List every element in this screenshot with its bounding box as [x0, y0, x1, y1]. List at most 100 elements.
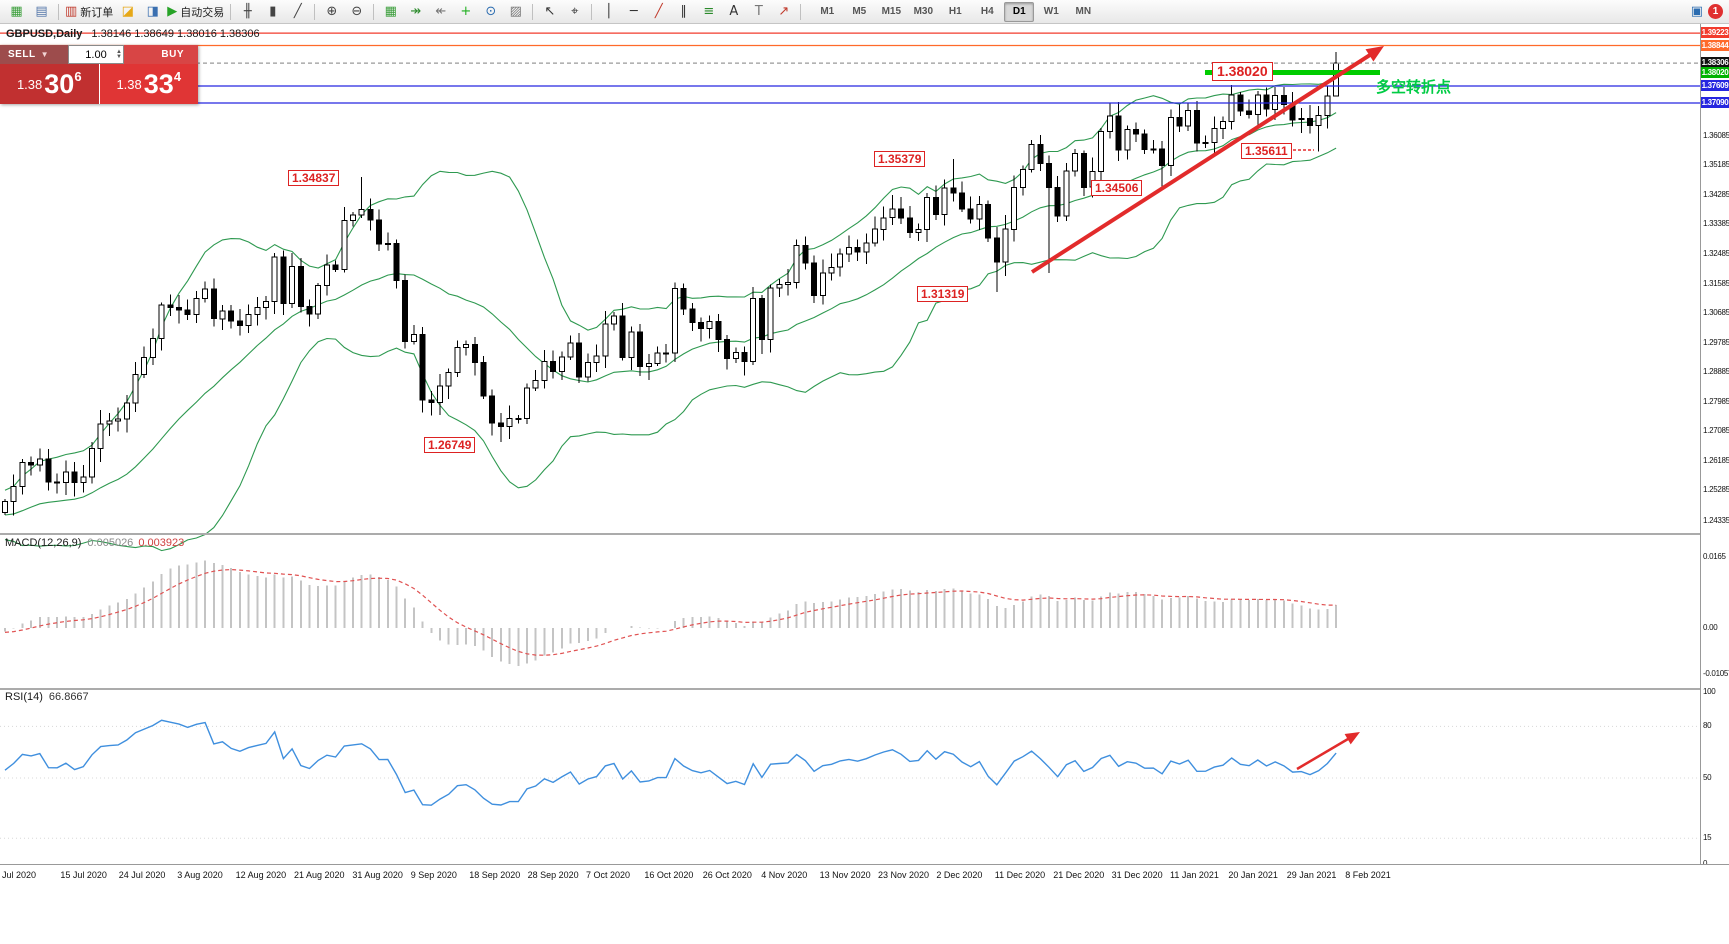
price-scale-label: 1.29785: [1703, 337, 1729, 347]
horizontal-line-icon: ─: [629, 4, 638, 19]
bar-chart-icon: ╫: [243, 4, 252, 19]
date-label: 18 Sep 2020: [469, 870, 521, 880]
bar-chart-button[interactable]: ╫: [235, 2, 260, 22]
cursor-button[interactable]: ↖: [537, 2, 562, 22]
zoom-in-icon: ⊕: [326, 4, 338, 19]
volume-up-icon[interactable]: ▲: [116, 48, 122, 55]
price-scale[interactable]: 1.36085 1.35185 1.34285 1.33385 1.32485 1.315…: [1700, 24, 1729, 868]
timeframe-mn[interactable]: MN: [1075, 6, 1092, 17]
toolbar-separator: [591, 3, 593, 20]
crosshair-button[interactable]: ⌖: [562, 2, 587, 22]
rsi-pane-divider[interactable]: [0, 688, 1729, 690]
indicators-button[interactable]: +: [453, 2, 478, 22]
rsi-name: RSI(14): [5, 691, 43, 703]
macd-signal-value: 0.003923: [138, 537, 185, 549]
fibonacci-icon: ≡: [703, 4, 715, 19]
price-scale-badge: 1.38020: [1701, 66, 1729, 78]
timeframe-w1[interactable]: W1: [1043, 6, 1059, 17]
equidistant-channel-button[interactable]: ∥: [671, 2, 696, 22]
sell-label: SELL: [8, 49, 36, 60]
price-annotation[interactable]: 1.26749: [424, 437, 476, 453]
arrows-tool-button[interactable]: ↗: [771, 2, 796, 22]
toolbar-separator: [58, 3, 59, 20]
price-scale-label: 1.27985: [1703, 396, 1729, 406]
price-annotation[interactable]: 1.35611: [1241, 143, 1292, 159]
new-order-button[interactable]: ▥ 新订单: [63, 2, 115, 22]
vertical-line-button[interactable]: │: [596, 2, 621, 22]
text-label-button[interactable]: T: [746, 2, 771, 22]
timeframe-h1[interactable]: H1: [948, 6, 962, 17]
auto-scroll-icon: ↠: [410, 4, 422, 19]
sell-header[interactable]: SELL ▼: [0, 45, 68, 64]
fibonacci-button[interactable]: ≡: [696, 2, 721, 22]
price-scale-label: 80: [1703, 721, 1712, 731]
buy-button[interactable]: 1.38 33 4: [99, 64, 198, 104]
timeframe-d1[interactable]: D1: [1004, 1, 1035, 22]
notification-badge[interactable]: 1: [1708, 4, 1723, 19]
toolbar-separator: [314, 3, 316, 20]
autotrading-button[interactable]: ▶ 自动交易: [165, 2, 226, 22]
templates-button[interactable]: ▨: [503, 2, 528, 22]
terminal-button[interactable]: ◪: [115, 2, 140, 22]
zoom-in-button[interactable]: ⊕: [319, 2, 344, 22]
new-chart-button[interactable]: ▦: [4, 2, 29, 22]
price-scale-badge: 1.38306: [1701, 57, 1729, 69]
volume-input[interactable]: [78, 48, 114, 61]
chart-window-icon[interactable]: ▣: [1690, 4, 1703, 19]
timeframe-m5[interactable]: M5: [852, 6, 867, 17]
price-scale-label: 1.25285: [1703, 485, 1729, 495]
date-label: 11 Dec 2020: [994, 870, 1046, 880]
price-scale-label: 50: [1703, 773, 1712, 782]
price-annotation[interactable]: 1.35379: [874, 151, 926, 167]
timeframe-m30[interactable]: M30: [913, 6, 934, 17]
macd-name: MACD(12,26,9): [5, 537, 82, 549]
trendline-button[interactable]: ╱: [646, 2, 671, 22]
chart-shift-button[interactable]: ↞: [428, 2, 453, 22]
price-annotation[interactable]: 1.34837: [288, 170, 340, 186]
bull-bear-turning-point-note[interactable]: 多空转折点: [1376, 79, 1452, 96]
auto-scroll-button[interactable]: ↠: [403, 2, 428, 22]
strategy-tester-button[interactable]: ◨: [140, 2, 165, 22]
tile-windows-button[interactable]: ▦: [378, 2, 403, 22]
price-annotation[interactable]: 1.31319: [917, 286, 969, 302]
strategy-tester-icon: ◨: [146, 4, 159, 19]
price-annotation[interactable]: 1.38020: [1212, 62, 1273, 81]
date-label: 13 Nov 2020: [819, 870, 871, 880]
buy-label: BUY: [161, 49, 184, 60]
text-icon: A: [729, 4, 739, 19]
price-scale-label: 1.28885: [1703, 367, 1729, 377]
timeframe-m1[interactable]: M1: [820, 6, 835, 17]
date-label: 8 Feb 2021: [1345, 870, 1391, 880]
price-scale-label: 1.36085: [1703, 130, 1729, 140]
buy-header[interactable]: BUY: [124, 45, 198, 64]
terminal-icon: ◪: [121, 4, 134, 19]
horizontal-line-button[interactable]: ─: [621, 2, 646, 22]
date-label: 16 Oct 2020: [644, 870, 694, 880]
new-order-label: 新订单: [80, 6, 114, 19]
price-annotation[interactable]: 1.34506: [1091, 180, 1143, 196]
rsi-value: 66.8667: [48, 691, 89, 703]
profiles-button[interactable]: ▤: [29, 2, 54, 22]
toolbar-separator: [373, 3, 375, 20]
buy-price-big: 33: [143, 68, 174, 99]
timeframe-m15[interactable]: M15: [881, 6, 902, 17]
date-label: 31 Aug 2020: [352, 870, 403, 880]
date-label: 28 Sep 2020: [527, 870, 579, 880]
price-scale-label: 0: [1703, 859, 1707, 868]
volume-down-icon[interactable]: ▼: [116, 53, 122, 60]
trade-panel-header: SELL ▼ ▲ ▼ BUY: [0, 45, 198, 64]
zoom-out-button[interactable]: ⊖: [344, 2, 369, 22]
sell-button[interactable]: 1.38 30 6: [0, 64, 100, 104]
candlestick-chart-icon: ▮: [269, 4, 277, 19]
line-chart-button[interactable]: ╱: [285, 2, 310, 22]
macd-pane-divider[interactable]: [0, 533, 1729, 535]
periods-button[interactable]: ⊙: [478, 2, 503, 22]
chevron-down-icon[interactable]: ▼: [40, 50, 49, 59]
autotrading-icon: ▶: [167, 4, 178, 19]
candlestick-chart-button[interactable]: ▮: [260, 2, 285, 22]
text-button[interactable]: A: [721, 2, 746, 22]
price-scale-badge: 1.37090: [1701, 97, 1729, 109]
date-axis[interactable]: Jul 2020 15 Jul 2020 24 Jul 2020 3 Aug 2020…: [0, 864, 1729, 891]
timeframe-h4[interactable]: H4: [980, 6, 994, 17]
